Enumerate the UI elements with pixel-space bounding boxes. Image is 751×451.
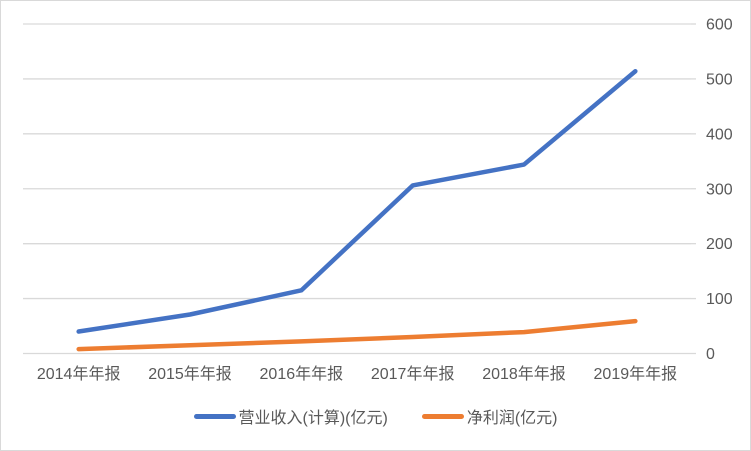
x-category-label: 2018年年报: [482, 365, 566, 383]
x-category-label: 2014年年报: [37, 365, 121, 383]
legend-line-swatch: [193, 413, 236, 419]
y-tick-label: 300: [706, 181, 733, 198]
legend-label: 营业收入(计算)(亿元): [238, 410, 388, 427]
legend-label: 净利润(亿元): [466, 410, 558, 427]
line-chart[interactable]: 0 100 200 300 400 500 600 2014年年报 2015年年报 2016年年报…: [1, 1, 751, 399]
legend-line-swatch: [421, 413, 464, 419]
y-tick-label: 200: [706, 236, 733, 253]
y-tick-label: 100: [706, 291, 733, 308]
y-tick-label: 600: [706, 17, 733, 34]
chart-legend: 营业收入(计算)(亿元) 净利润(亿元): [1, 404, 750, 428]
y-tick-label: 0: [706, 346, 715, 363]
y-tick-label: 500: [706, 71, 733, 88]
legend-item-net-profit[interactable]: 净利润(亿元): [421, 404, 558, 428]
x-category-label: 2015年年报: [148, 365, 232, 383]
series-line-net-profit[interactable]: [76, 318, 638, 352]
x-category-label: 2016年年报: [260, 365, 344, 383]
x-category-label: 2019年年报: [594, 365, 678, 383]
x-category-label: 2017年年报: [371, 365, 455, 383]
series-line-revenue[interactable]: [76, 68, 638, 334]
y-tick-label: 400: [706, 126, 733, 143]
legend-item-revenue[interactable]: 营业收入(计算)(亿元): [193, 404, 388, 428]
